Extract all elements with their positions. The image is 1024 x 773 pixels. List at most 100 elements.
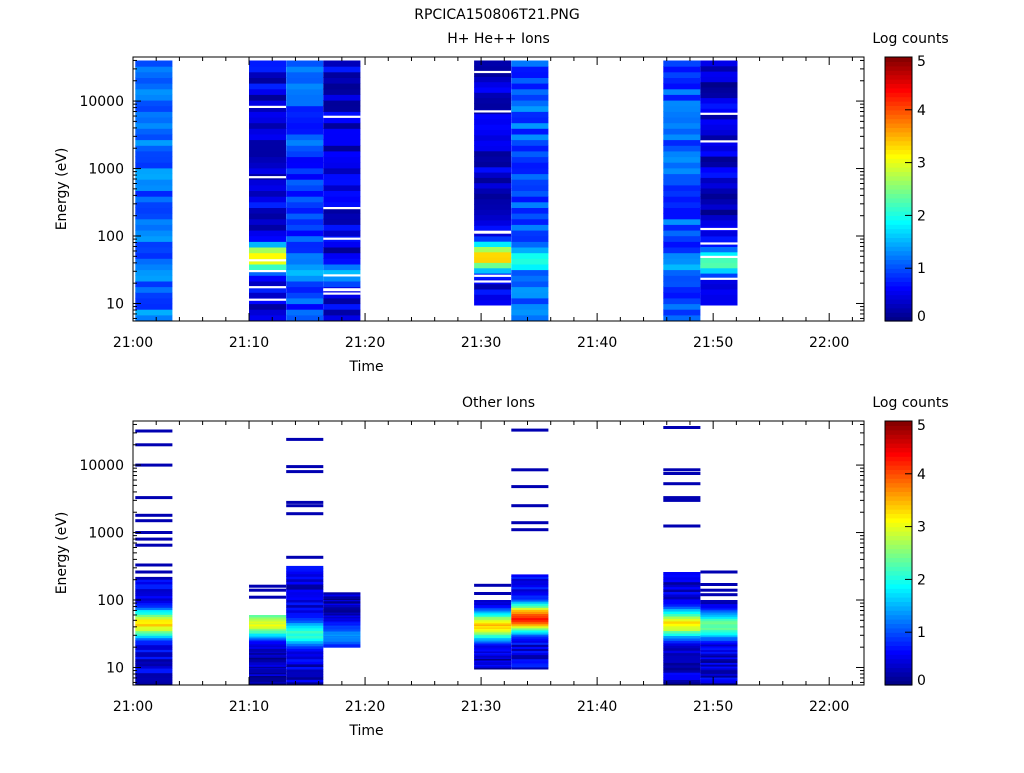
heatmap-line bbox=[511, 504, 549, 508]
heatmap-cell bbox=[511, 660, 549, 664]
heatmap-cell bbox=[323, 620, 361, 623]
heatmap-cell bbox=[286, 105, 324, 112]
heatmap-line bbox=[135, 496, 173, 500]
heatmap-cell bbox=[323, 636, 361, 639]
heatmap-cell bbox=[135, 583, 173, 587]
heatmap-cell bbox=[286, 303, 324, 310]
colorbar-segment bbox=[885, 255, 912, 260]
heatmap-cell bbox=[323, 133, 361, 141]
heatmap-cell bbox=[474, 166, 512, 173]
heatmap-cell bbox=[286, 589, 324, 593]
x-tick-label: 21:10 bbox=[229, 699, 269, 715]
colorbar-segment bbox=[885, 237, 912, 243]
heatmap-cell bbox=[323, 618, 361, 621]
heatmap-cell bbox=[286, 681, 324, 685]
heatmap-line bbox=[286, 500, 324, 504]
heatmap-line bbox=[663, 426, 701, 429]
heatmap-cell bbox=[286, 676, 324, 680]
heatmap-cell bbox=[511, 297, 549, 305]
colorbar-segment bbox=[885, 583, 912, 589]
colorbar-tick-label: 2 bbox=[917, 208, 926, 224]
heatmap-gap bbox=[323, 289, 361, 292]
colorbar-segment bbox=[885, 636, 912, 642]
heatmap-cell bbox=[700, 642, 738, 645]
heatmap-cell bbox=[323, 213, 361, 220]
colorbar-segment bbox=[885, 109, 912, 115]
heatmap-cell bbox=[323, 644, 361, 647]
heatmap-cell bbox=[135, 628, 173, 632]
heatmap-cell bbox=[474, 251, 512, 258]
heatmap-cell bbox=[474, 129, 512, 136]
heatmap-cell bbox=[249, 672, 287, 675]
heatmap-cell bbox=[663, 625, 701, 629]
heatmap-cell bbox=[700, 609, 738, 612]
colorbar-segment bbox=[885, 513, 912, 519]
heatmap-cell bbox=[249, 94, 287, 101]
heatmap-cell bbox=[663, 235, 701, 242]
heatmap-line bbox=[135, 429, 173, 433]
heatmap-cell bbox=[249, 292, 287, 299]
heatmap-gap bbox=[474, 110, 512, 113]
heatmap-cell bbox=[700, 634, 738, 638]
heatmap-cell bbox=[135, 661, 173, 664]
heatmap-cell bbox=[135, 258, 173, 265]
heatmap-cell bbox=[700, 219, 738, 226]
y-tick-label: 100 bbox=[97, 229, 124, 245]
heatmap-cell bbox=[700, 611, 738, 614]
heatmap-gap bbox=[323, 274, 361, 277]
heatmap-cell bbox=[249, 224, 287, 231]
colorbar-segment bbox=[885, 171, 912, 177]
heatmap-cell bbox=[700, 278, 738, 285]
heatmap-cell bbox=[286, 145, 324, 152]
heatmap-cell bbox=[663, 179, 701, 186]
heatmap-scan bbox=[474, 583, 512, 670]
heatmap-cell bbox=[511, 263, 549, 271]
heatmap-cell bbox=[286, 658, 324, 662]
heatmap-cell bbox=[511, 638, 549, 641]
heatmap-cell bbox=[474, 621, 512, 623]
y-tick-label: 100 bbox=[97, 593, 124, 609]
heatmap-cell bbox=[663, 679, 701, 683]
heatmap-cell bbox=[474, 637, 512, 640]
heatmap-cell bbox=[135, 663, 173, 667]
heatmap-cell bbox=[286, 100, 324, 107]
heatmap-cell bbox=[511, 664, 549, 668]
heatmap-cell bbox=[700, 140, 738, 146]
heatmap-cell bbox=[286, 666, 324, 670]
heatmap-line bbox=[286, 512, 324, 516]
heatmap-cell bbox=[135, 593, 173, 597]
heatmap-cell bbox=[135, 263, 173, 271]
heatmap-cell bbox=[474, 103, 512, 109]
heatmap-cell bbox=[663, 297, 701, 305]
heatmap-cell bbox=[323, 184, 361, 191]
heatmap-cell bbox=[286, 207, 324, 214]
heatmap-cell bbox=[700, 649, 738, 652]
heatmap-cell bbox=[663, 213, 701, 220]
heatmap-cell bbox=[323, 60, 361, 67]
heatmap-cell bbox=[511, 224, 549, 231]
heatmap-cell bbox=[700, 623, 738, 627]
heatmap-cell bbox=[663, 616, 701, 619]
heatmap-cell bbox=[249, 201, 287, 208]
heatmap-cell bbox=[474, 283, 512, 290]
heatmap-gap bbox=[700, 227, 738, 231]
heatmap-cell bbox=[323, 624, 361, 627]
heatmap-cell bbox=[286, 173, 324, 180]
heatmap-cell bbox=[323, 77, 361, 84]
heatmap-cell bbox=[249, 646, 287, 649]
colorbar-segment bbox=[885, 658, 912, 664]
colorbar-segment bbox=[885, 101, 912, 106]
heatmap-cell bbox=[249, 230, 287, 237]
heatmap-cell bbox=[323, 641, 361, 643]
heatmap-cell bbox=[135, 247, 173, 254]
colorbar-segment bbox=[885, 526, 912, 532]
heatmap-cell bbox=[135, 642, 173, 646]
heatmap-cell bbox=[700, 605, 738, 608]
heatmap-cell bbox=[286, 596, 324, 600]
heatmap-cell bbox=[663, 652, 701, 656]
heatmap-cell bbox=[511, 71, 549, 78]
heatmap-cell bbox=[474, 134, 512, 141]
heatmap-cell bbox=[663, 309, 701, 316]
colorbar-segment bbox=[885, 579, 912, 585]
x-tick-label: 21:10 bbox=[229, 335, 269, 351]
